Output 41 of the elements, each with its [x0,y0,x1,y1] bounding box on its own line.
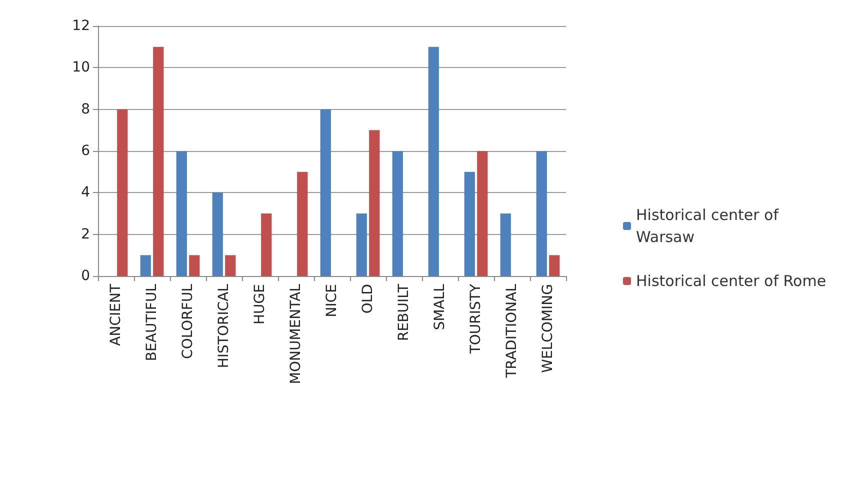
y-tick-label: 4 [81,184,90,201]
legend-label: Historical center of Rome [636,272,826,290]
bar [176,151,187,276]
bar [225,255,236,276]
x-tick-label: OLD [360,284,376,314]
x-tick-label: ANCIENT [108,284,124,346]
bar [117,109,128,276]
bar [140,255,151,276]
bar [428,46,439,276]
bar [536,151,547,276]
bar [212,192,223,276]
x-tick-label: BEAUTIFUL [144,284,160,362]
bar [549,255,560,276]
y-tick-label: 6 [81,143,90,159]
x-tick-label: COLORFUL [180,284,196,359]
x-tick-label: TOURISTY [468,284,484,355]
bar [500,214,511,276]
bar [477,151,488,276]
bar [297,172,308,276]
bar [261,214,272,276]
x-tick-label: TRADITIONAL [504,284,520,379]
x-tick-label: HUGE [252,284,268,324]
bar [464,172,475,276]
y-tick-label: 12 [72,18,90,34]
y-tick-label: 10 [72,60,90,76]
bar [369,130,380,276]
x-tick-label: WELCOMING [540,284,556,373]
legend-label: Historical center of Warsaw [636,206,784,246]
bar [392,151,403,276]
x-tick-label: NICE [324,284,340,318]
bar [320,109,331,276]
bar [153,46,164,276]
y-tick-label: 0 [81,268,90,284]
y-tick-label: 2 [81,226,90,242]
bar [189,255,200,276]
x-tick-label: REBUILT [396,284,412,341]
x-tick-label: SMALL [432,284,448,330]
bar [356,214,367,276]
y-tick-label: 8 [81,101,90,118]
x-tick-label: HISTORICAL [216,284,232,368]
x-tick-label: MONUMENTAL [288,284,304,384]
